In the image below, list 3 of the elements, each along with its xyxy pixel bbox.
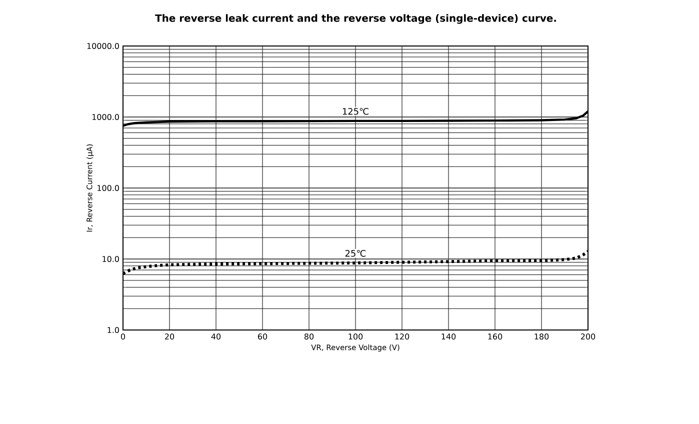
series-label: 125℃ — [342, 108, 368, 115]
series-label: 25℃ — [345, 250, 366, 257]
chart-title: The reverse leak current and the reverse voltage (single-device) curve. — [155, 14, 556, 24]
